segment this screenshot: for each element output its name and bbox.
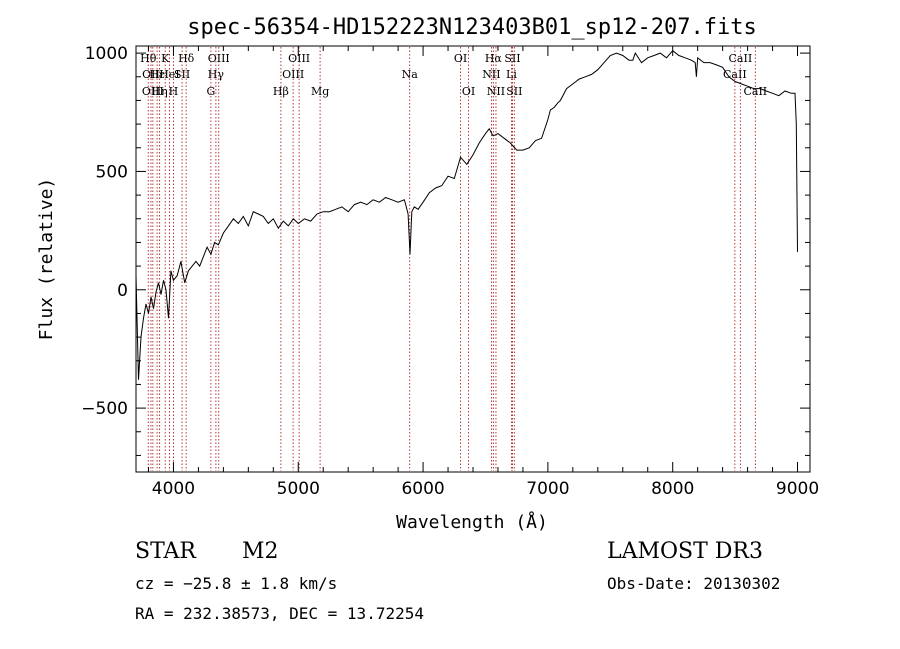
line-marker-label-28: CaII	[743, 85, 767, 98]
line-marker-label-19: OI	[462, 85, 475, 98]
chart-title: spec-56354-HD152223N123403B01_sp12-207.f…	[187, 15, 757, 40]
line-marker-labels: Hθ OII OIII Hε Hη K HeI H SII Hδ G Hγ OIII Hβ OIII OIII…	[140, 52, 767, 98]
line-marker-label-27: CaII	[729, 52, 753, 65]
object-subclass: M2	[242, 539, 279, 564]
line-marker-label-3: Hε	[149, 68, 165, 81]
x-tick-label-9000: 9000	[776, 479, 819, 499]
x-tick-label-6000: 6000	[401, 479, 444, 499]
line-marker-label-25: SII	[506, 85, 522, 98]
x-tick-label-4000: 4000	[152, 479, 195, 499]
line-marker-label-4: Hη	[151, 85, 167, 98]
line-marker-label-5: K	[161, 52, 170, 65]
line-marker-label-11: Hγ	[208, 68, 225, 81]
x-axis-label: Wavelength (Å)	[396, 511, 548, 533]
line-marker-label-9: Hδ	[178, 52, 195, 65]
line-marker-label-14: OIII	[282, 68, 304, 81]
y-axis-label: Flux (relative)	[36, 178, 57, 341]
y-tick-label-1000: 1000	[85, 44, 128, 64]
coordinates-readout: RA = 232.38573, DEC = 13.72254	[135, 604, 424, 623]
line-marker-label-7: H	[169, 85, 179, 98]
y-axis: −500 0 500 1000	[81, 44, 810, 456]
line-marker-label-22: NII	[487, 85, 505, 98]
line-marker-label-18: OI	[454, 52, 467, 65]
line-marker-label-8: SII	[174, 68, 190, 81]
object-class: STAR	[135, 539, 196, 564]
line-marker-label-0: Hθ	[140, 52, 157, 65]
line-marker-label-15: OIII	[288, 52, 310, 65]
y-tick-label-500: 500	[96, 162, 128, 182]
y-tick-label-0: 0	[117, 281, 128, 301]
line-marker-label-21: Hα	[485, 52, 503, 65]
line-marker-label-13: Hβ	[273, 85, 289, 98]
line-marker-label-23: Li	[506, 68, 517, 81]
observation-date: Obs-Date: 20130302	[607, 574, 781, 593]
y-tick-label--500: −500	[81, 399, 128, 419]
survey-name: LAMOST DR3	[607, 539, 763, 564]
line-marker-label-24: SII	[504, 52, 520, 65]
line-marker-label-12: OIII	[208, 52, 230, 65]
line-marker-label-10: G	[206, 85, 215, 98]
x-axis: 4000 5000 6000 7000 8000 9000	[147, 46, 819, 499]
x-tick-label-5000: 5000	[277, 479, 320, 499]
line-marker-label-16: Mg	[311, 85, 329, 98]
plot-frame	[135, 45, 811, 473]
line-marker-label-1: OII	[142, 68, 160, 81]
line-markers	[147, 47, 756, 471]
x-tick-label-8000: 8000	[651, 479, 694, 499]
line-marker-label-2: OIII	[142, 85, 164, 98]
line-marker-label-20: NII	[482, 68, 500, 81]
redshift-readout: cz = −25.8 ± 1.8 km/s	[135, 574, 338, 593]
line-marker-label-26: CaII	[723, 68, 747, 81]
x-tick-label-7000: 7000	[526, 479, 569, 499]
line-marker-label-17: Na	[402, 68, 419, 81]
line-marker-label-6: HeI	[159, 68, 179, 81]
spectrum-line	[135, 50, 798, 380]
